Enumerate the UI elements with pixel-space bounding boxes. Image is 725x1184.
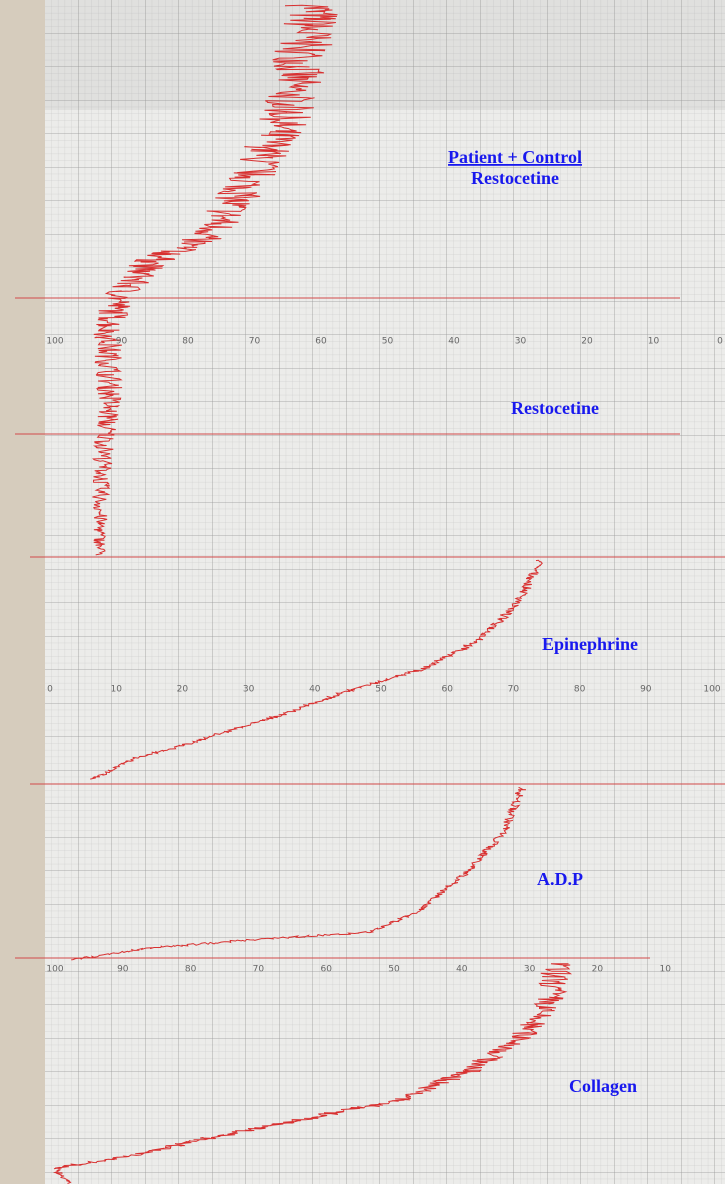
scale-label: 10: [659, 965, 671, 975]
scale-label: 50: [388, 965, 400, 975]
grid: [45, 0, 725, 1184]
scale-label: 30: [243, 685, 255, 695]
scale-label: 80: [574, 685, 586, 695]
panel-title: Epinephrine: [542, 634, 638, 654]
scale-label: 40: [456, 965, 468, 975]
scale-label: 30: [524, 965, 536, 975]
scale-label: 60: [320, 965, 332, 975]
scale-label: 10: [648, 337, 660, 347]
scale-label: 70: [508, 685, 520, 695]
scale-label: 30: [515, 337, 527, 347]
scale-label: 70: [249, 337, 261, 347]
scale-label: 80: [185, 965, 197, 975]
scale-label: 100: [703, 685, 720, 695]
scale-label: 10: [110, 685, 122, 695]
scale-label: 50: [375, 685, 387, 695]
border: [0, 0, 45, 1184]
scale-label: 100: [46, 965, 63, 975]
scale-label: 90: [116, 337, 128, 347]
scale-label: 50: [382, 337, 394, 347]
scale-label: 80: [182, 337, 194, 347]
scale-label: 40: [448, 337, 460, 347]
scale-label: 100: [46, 337, 63, 347]
scale-label: 40: [309, 685, 321, 695]
scale-label: 70: [253, 965, 265, 975]
scale-label: 90: [117, 965, 129, 975]
panel-title: Restocetine: [511, 398, 599, 418]
panel-title: Collagen: [569, 1076, 637, 1096]
scale-label: 60: [315, 337, 327, 347]
panel-title: Patient + Control: [448, 147, 582, 167]
scale-label: 60: [441, 685, 453, 695]
scale-label: 20: [592, 965, 604, 975]
shade: [45, 0, 725, 110]
panel-subtitle: Restocetine: [471, 168, 559, 188]
scale-label: 20: [581, 337, 593, 347]
figure: Patient + Control Restocetine Restocetin…: [0, 0, 725, 1184]
scale-label: 90: [640, 685, 652, 695]
scale-label: 0: [47, 685, 53, 695]
panel-title: A.D.P: [537, 869, 583, 889]
scale-label: 20: [177, 685, 189, 695]
scale-label: 0: [717, 337, 723, 347]
page: Patient + Control Restocetine Restocetin…: [0, 0, 725, 1184]
